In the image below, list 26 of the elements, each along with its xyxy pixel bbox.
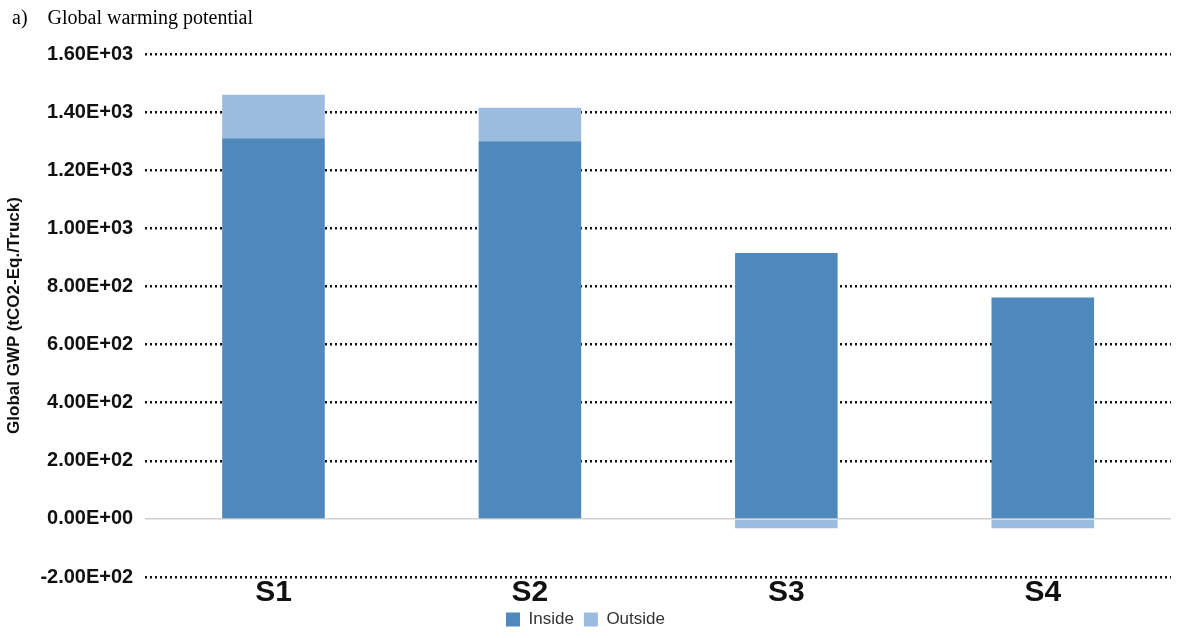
x-tick-label: S1 [255, 574, 292, 608]
y-tick-label: -2.00E+02 [40, 564, 134, 587]
y-tick-label: 4.00E+02 [47, 390, 134, 413]
y-tick-label: 0.00E+00 [47, 506, 134, 529]
y-tick-label: 6.00E+02 [47, 332, 134, 355]
y-tick-label: 1.60E+03 [47, 41, 134, 64]
bar [222, 94, 325, 139]
y-tick-label: 1.20E+03 [47, 157, 134, 180]
bar [478, 107, 582, 142]
legend-label: Outside [606, 609, 665, 629]
bar [222, 138, 325, 519]
y-tick-label: 1.40E+03 [47, 99, 134, 122]
bar [478, 141, 582, 519]
bar [735, 519, 838, 529]
legend-label: Inside [528, 609, 574, 629]
y-tick-label: 8.00E+02 [47, 273, 134, 296]
y-tick-label: 1.00E+03 [47, 215, 134, 238]
x-tick-label: S3 [767, 574, 805, 608]
x-tick-label: S4 [1024, 574, 1062, 608]
chart-title: a) Global warming potential [12, 6, 254, 29]
bar [991, 297, 1095, 519]
y-axis-title: Global GWP (tCO2-Eq./Truck) [3, 197, 23, 434]
bar [991, 519, 1095, 529]
bar [735, 253, 838, 519]
y-tick-label: 2.00E+02 [47, 448, 134, 471]
x-tick-label: S2 [511, 574, 549, 608]
